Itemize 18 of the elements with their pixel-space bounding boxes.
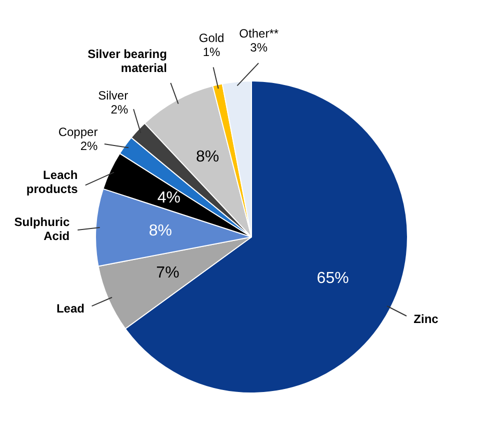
data-label: 3% xyxy=(250,40,268,54)
slice-label: Silver xyxy=(98,88,128,103)
data-label: 1% xyxy=(202,44,221,59)
data-label: 8% xyxy=(148,222,172,240)
slice-label: Lead xyxy=(56,302,84,316)
slice-label: Other** xyxy=(239,26,279,40)
data-label: 7% xyxy=(156,264,180,282)
data-label: 2% xyxy=(80,139,98,154)
data-label: 8% xyxy=(196,148,220,166)
slice-label: Silver bearing material xyxy=(88,47,167,76)
data-label: 65% xyxy=(316,270,349,287)
data-label: 2% xyxy=(110,102,128,117)
slice-label: Gold xyxy=(198,30,224,45)
slice-label: Sulphuric Acid xyxy=(14,214,70,243)
slice-label: Zinc xyxy=(414,312,439,326)
slice-label: Leach products xyxy=(26,168,78,196)
slice-label: Copper xyxy=(58,125,98,140)
data-label: 4% xyxy=(157,190,180,207)
